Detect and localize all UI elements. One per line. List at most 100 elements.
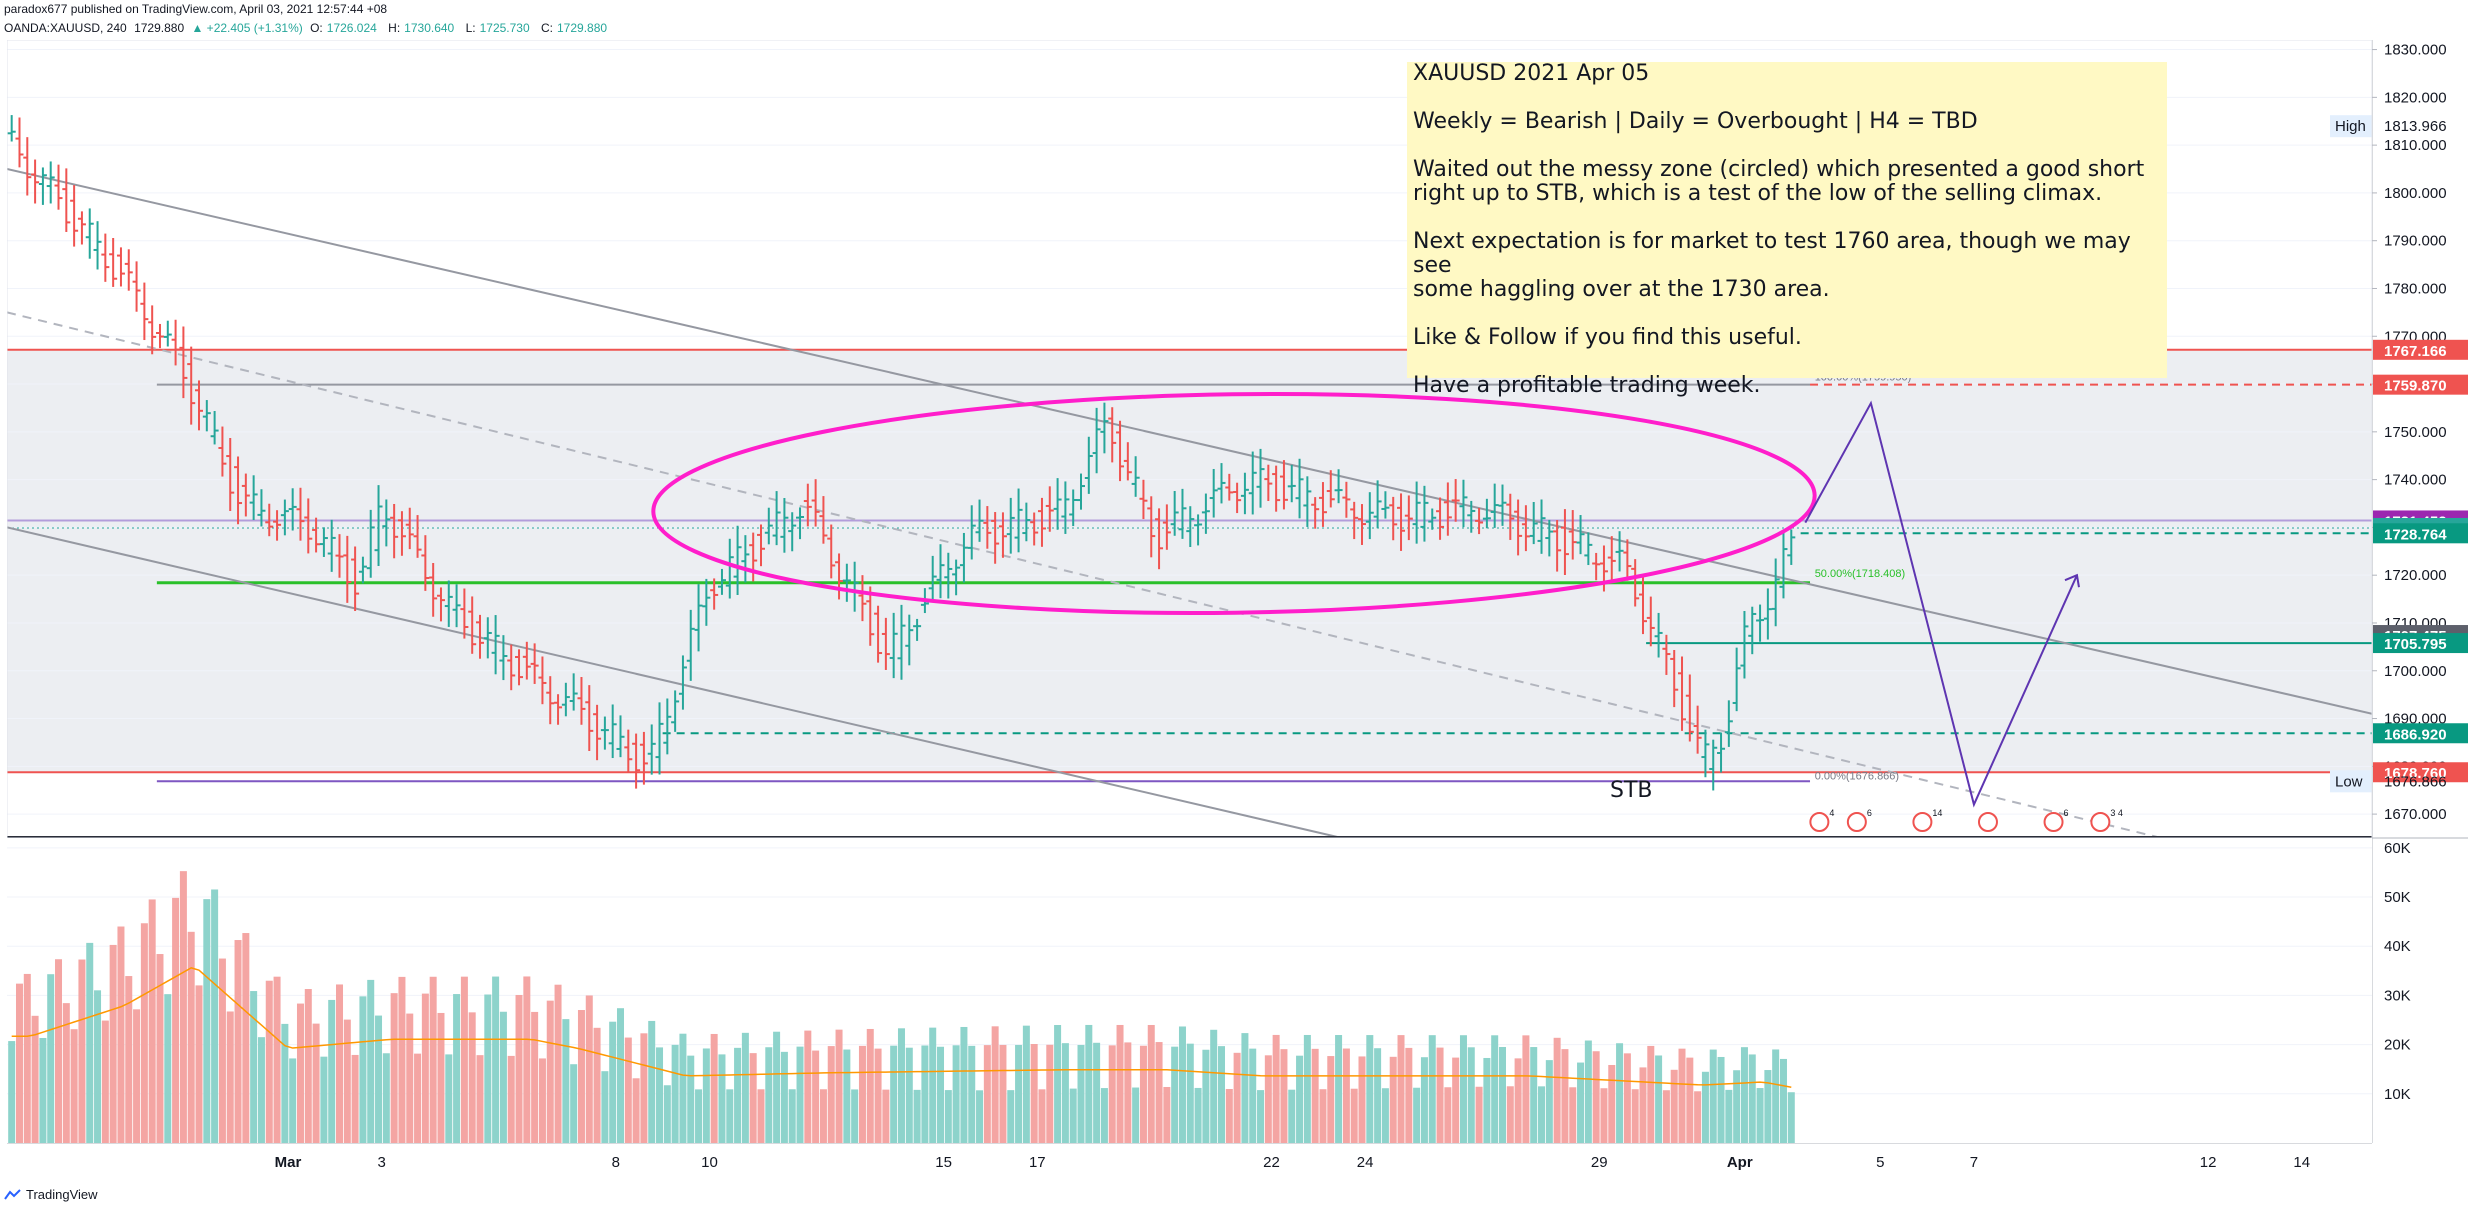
volume-bar <box>390 993 398 1143</box>
volume-bar <box>1280 1049 1288 1143</box>
ohlc-bar <box>624 729 633 773</box>
ohlc-bar <box>483 617 492 659</box>
volume-bar <box>312 1023 320 1143</box>
ohlc-bar <box>1584 532 1593 566</box>
price-tag-value: 1759.870 <box>2384 378 2447 395</box>
ohlc-bar <box>1116 420 1125 482</box>
volume-bar <box>273 976 281 1143</box>
volume-bar <box>905 1047 913 1143</box>
price-axis-label: 1720.000 <box>2384 567 2447 584</box>
ohlc-bar <box>756 524 765 567</box>
ohlc-bar <box>1537 499 1546 554</box>
volume-bar <box>1756 1088 1764 1143</box>
ohlc-bar <box>202 400 211 432</box>
volume-pane[interactable] <box>7 838 2372 1143</box>
ohlc-bar <box>608 704 617 759</box>
ohlc-bar <box>874 605 883 663</box>
last-price: 1729.880 <box>134 21 185 35</box>
ohlc-bar <box>811 479 820 527</box>
ohlc-bar <box>93 221 102 270</box>
ohlc-bar <box>1225 473 1234 501</box>
ohlc-bar <box>1662 634 1671 675</box>
volume-bar <box>1717 1056 1725 1143</box>
volume-bar <box>172 897 180 1143</box>
volume-bar <box>179 871 187 1143</box>
ohlc-bar <box>1717 732 1726 773</box>
price-tag: 1767.166 <box>2373 339 2468 360</box>
volume-bar <box>671 1044 679 1143</box>
volume-bar <box>164 994 172 1143</box>
volume-bar <box>195 985 203 1143</box>
ohlc-bar <box>788 512 797 552</box>
volume-bar <box>1225 1089 1233 1143</box>
volume-bar <box>250 991 258 1143</box>
volume-bar <box>265 980 273 1143</box>
ohlc-bar <box>1264 464 1273 502</box>
ohlc-bar <box>1100 402 1109 454</box>
footer[interactable]: TradingView <box>4 1187 98 1202</box>
channel-mid-dashed-line <box>7 311 2162 838</box>
ohlc-bar <box>1194 514 1203 546</box>
price-axis[interactable]: 1830.000 1820.000 1810.000 1800.000 1790.000… <box>2372 40 2468 1143</box>
volume-bar <box>1147 1024 1155 1143</box>
volume-bar <box>788 1089 796 1143</box>
volume-bar <box>211 889 219 1143</box>
ohlc-bar <box>491 615 500 675</box>
volume-bar <box>1428 1035 1436 1143</box>
volume-bar <box>133 1009 141 1143</box>
event-flag-icon <box>1912 812 1933 832</box>
ohlc-bar <box>343 535 352 603</box>
event-count: 6 <box>1867 808 1872 818</box>
volume-bar <box>570 1064 578 1143</box>
ohlc-bar <box>452 584 461 628</box>
volume-bar <box>242 933 250 1143</box>
time-axis[interactable]: Mar 3 8 10 15 17 22 24 29 Apr 5 7 12 14 <box>7 1143 2372 1183</box>
ohlc-bar <box>1334 469 1343 504</box>
price-tag: 1705.795 <box>2373 633 2468 654</box>
ohlc-bar <box>38 167 47 205</box>
volume-bar <box>55 959 63 1143</box>
open-label: O: 1726.024 <box>310 21 377 35</box>
volume-bar <box>663 1085 671 1143</box>
volume-bar <box>538 1058 546 1143</box>
ohlc-bar <box>780 498 789 553</box>
volume-axis-label: 40K <box>2384 938 2411 955</box>
volume-bar <box>156 954 164 1143</box>
ohlc-bar <box>374 485 383 567</box>
ohlc-bar <box>1412 481 1421 544</box>
ohlc-bar <box>15 117 24 168</box>
range-box <box>7 349 2372 773</box>
price-pane[interactable]: 100.00%(1759.950)50.00%(1718.408)0.00%(1… <box>7 40 2372 838</box>
volume-bar <box>1733 1070 1741 1143</box>
time-axis-label: 15 <box>935 1154 952 1171</box>
volume-bar <box>773 1031 781 1143</box>
volume-bar <box>1218 1046 1226 1143</box>
volume-bar <box>851 1089 859 1143</box>
volume-bar <box>1272 1034 1280 1143</box>
high-label: High <box>2335 118 2366 135</box>
volume-bar <box>843 1049 851 1143</box>
volume-bar <box>1335 1035 1343 1143</box>
ohlc-bar <box>327 519 336 572</box>
ohlc-bar <box>1771 558 1780 627</box>
volume-bar <box>601 1071 609 1143</box>
ohlc-bar <box>889 612 898 679</box>
ohlc-bar <box>1685 674 1694 742</box>
ohlc-bar <box>827 524 836 579</box>
volume-bar <box>562 1019 570 1143</box>
note-line-4: Like & Follow if you find this useful. <box>1413 325 1802 350</box>
volume-bar <box>1764 1070 1772 1143</box>
volume-bar <box>897 1028 905 1143</box>
fib-0-label: 0.00%(1676.866) <box>1815 770 1899 782</box>
symbol-label[interactable]: OANDA:XAUUSD, 240 <box>4 21 127 35</box>
analysis-note[interactable]: XAUUSD 2021 Apr 05 Weekly = Bearish | Da… <box>1407 62 2167 398</box>
note-line-2b: right up to STB, which is a test of the … <box>1413 181 2103 206</box>
close-label: C: 1729.880 <box>541 21 608 35</box>
time-axis-label: 24 <box>1357 1154 1374 1171</box>
ohlc-bar <box>335 534 344 578</box>
ohlc-legend: OANDA:XAUUSD, 240 1729.880 ▲ +22.405 (+1… <box>4 21 615 35</box>
ohlc-bar <box>1350 501 1359 540</box>
volume-bar <box>1381 1088 1389 1143</box>
price-tag-value: 1728.764 <box>2384 526 2447 543</box>
volume-bar <box>8 1041 16 1143</box>
